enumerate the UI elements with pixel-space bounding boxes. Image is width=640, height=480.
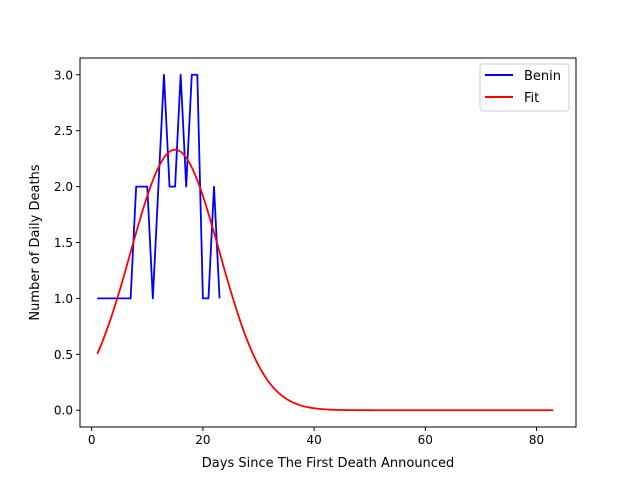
y-tick-label: 0.5	[54, 348, 73, 362]
series-line-fit	[96, 148, 554, 412]
series-layer	[96, 73, 554, 412]
legend: Benin Fit	[479, 63, 570, 112]
x-tick-label: 40	[306, 433, 321, 447]
y-tick-label: 2.5	[54, 124, 73, 138]
legend-label-fit: Fit	[524, 91, 539, 106]
x-tick-label: 80	[529, 433, 544, 447]
x-tick-label: 20	[195, 433, 210, 447]
y-tick-label: 1.0	[54, 292, 73, 306]
x-tick-label: 0	[88, 433, 96, 447]
plot-area	[80, 58, 576, 427]
y-tick-label: 2.0	[54, 180, 73, 194]
y-tick-label: 3.0	[54, 68, 73, 82]
legend-label-benin: Benin	[524, 69, 561, 84]
y-tick-label: 0.0	[54, 404, 73, 418]
x-tick-label: 60	[418, 433, 433, 447]
y-axis: 0.0 0.5 1.0 1.5 2.0 2.5 3.0	[54, 68, 80, 418]
y-axis-label: Number of Daily Deaths	[28, 164, 43, 320]
x-axis: 0 20 40 60 80	[88, 427, 544, 447]
y-tick-label: 1.5	[54, 236, 73, 250]
x-axis-label: Days Since The First Death Announced	[202, 456, 454, 471]
